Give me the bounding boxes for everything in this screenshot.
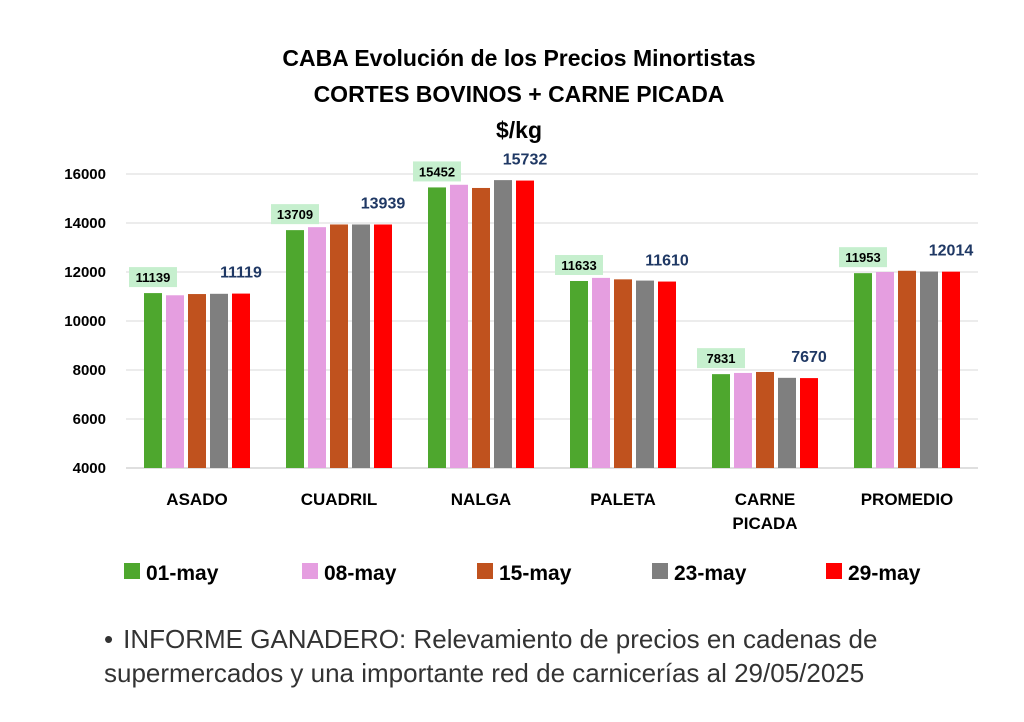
data-label-last: 13939 — [361, 195, 406, 212]
bar-08-may-paleta — [592, 277, 610, 468]
bar-23-may-paleta — [636, 280, 654, 468]
data-label-first: 11139 — [136, 270, 171, 285]
y-tick-label: 10000 — [64, 313, 106, 330]
x-category-label: NALGA — [451, 490, 511, 509]
data-label-first: 13709 — [277, 207, 313, 222]
legend-swatch-29-may — [826, 563, 842, 579]
y-axis: 4000 6000 8000 10000 12000 14000 16000 — [64, 166, 106, 477]
bar-01-may-nalga — [428, 187, 446, 468]
legend-label-23-may: 23-may — [674, 562, 747, 585]
footnote-text: INFORME GANADERO: Relevamiento de precio… — [104, 624, 878, 688]
x-category-label: CUADRIL — [301, 490, 378, 509]
bar-01-may-carne-picada — [712, 374, 730, 468]
bar-15-may-cuadril — [330, 224, 348, 468]
bar-08-may-carne-picada — [734, 372, 752, 468]
chart-titles: CABA Evolución de los Precios Minortista… — [282, 45, 755, 143]
bullet-mark: • — [104, 624, 114, 654]
bar-29-may-promedio — [942, 271, 960, 468]
legend-swatch-23-may — [652, 563, 668, 579]
legend-swatch-08-may — [302, 563, 318, 579]
data-label-box — [129, 267, 177, 288]
chart-title-line-1: CABA Evolución de los Precios Minortista… — [282, 45, 755, 71]
y-tick-label: 6000 — [73, 411, 106, 428]
y-tick-label: 16000 — [64, 166, 106, 183]
bar-29-may-cuadril — [374, 224, 392, 468]
bar-15-may-carne-picada — [756, 371, 774, 468]
data-labels: 11139 11119 13709 13939 15452 15732 11633 11610… — [129, 152, 973, 369]
legend: 01-may 08-may 15-may 23-may 29-may — [124, 562, 921, 585]
legend-swatch-01-may — [124, 563, 140, 579]
x-category-label: PICADA — [732, 514, 797, 533]
legend-label-29-may: 29-may — [848, 562, 921, 585]
bars — [144, 180, 960, 469]
data-label-box — [271, 204, 319, 225]
bar-23-may-nalga — [494, 180, 512, 468]
data-label-last: 11119 — [220, 265, 262, 282]
data-label-last: 11610 — [645, 253, 689, 270]
y-tick-label: 14000 — [64, 215, 106, 232]
data-label-last: 12014 — [929, 243, 974, 260]
bar-chart: CABA Evolución de los Precios Minortista… — [64, 45, 978, 585]
gridlines — [126, 173, 978, 469]
data-label-box — [839, 247, 887, 268]
bar-01-may-asado — [144, 293, 162, 468]
bar-08-may-asado — [166, 295, 184, 468]
bar-15-may-nalga — [472, 187, 490, 468]
bar-08-may-promedio — [876, 272, 894, 468]
bar-08-may-nalga — [450, 184, 468, 468]
bar-29-may-carne-picada — [800, 378, 818, 468]
legend-label-01-may: 01-may — [146, 562, 219, 585]
bar-29-may-nalga — [516, 180, 534, 469]
y-tick-label: 8000 — [73, 362, 106, 379]
bar-15-may-promedio — [898, 270, 916, 468]
x-category-label: CARNE — [735, 490, 795, 509]
footnote: • INFORME GANADERO: Relevamiento de preci… — [104, 622, 1004, 690]
chart-unit: $/kg — [496, 117, 542, 143]
bar-01-may-paleta — [570, 280, 588, 468]
x-category-label: PALETA — [590, 490, 655, 509]
x-axis: ASADO CUADRIL NALGA PALETA CARNE PICADA PROMED… — [166, 490, 953, 533]
bar-15-may-asado — [188, 294, 206, 468]
bar-23-may-cuadril — [352, 224, 370, 468]
y-tick-label: 4000 — [73, 460, 106, 477]
bar-23-may-asado — [210, 293, 228, 468]
legend-label-15-may: 15-may — [499, 562, 572, 585]
data-label-last: 7670 — [791, 349, 827, 366]
legend-label-08-may: 08-may — [324, 562, 397, 585]
bar-29-may-paleta — [658, 281, 676, 468]
bar-01-may-promedio — [854, 273, 872, 468]
bar-23-may-promedio — [920, 271, 938, 468]
bar-01-may-cuadril — [286, 230, 304, 468]
chart-title-line-2: CORTES BOVINOS + CARNE PICADA — [314, 81, 725, 107]
bar-08-may-cuadril — [308, 227, 326, 468]
x-category-label: ASADO — [166, 490, 227, 509]
data-label-box — [413, 161, 461, 182]
data-label-first: 7831 — [707, 351, 736, 366]
x-category-label: PROMEDIO — [861, 490, 954, 509]
data-label-first: 11633 — [561, 258, 596, 273]
data-label-first: 11953 — [845, 250, 880, 265]
data-label-box — [555, 254, 603, 275]
bar-15-may-paleta — [614, 279, 632, 468]
data-label-last: 15732 — [503, 152, 548, 169]
data-label-box — [697, 348, 745, 369]
data-label-first: 15452 — [419, 164, 455, 179]
bar-29-may-asado — [232, 293, 250, 468]
legend-swatch-15-may — [477, 563, 493, 579]
y-tick-label: 12000 — [64, 264, 106, 281]
bar-23-may-carne-picada — [778, 377, 796, 468]
